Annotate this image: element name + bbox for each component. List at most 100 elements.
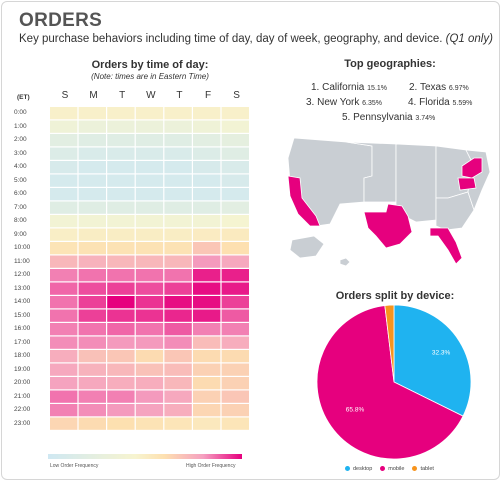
heatmap-hour-label: 20:00: [14, 379, 31, 386]
heatmap-cell: [221, 404, 249, 417]
page-subtitle: Key purchase behaviors including time of…: [19, 33, 493, 45]
heatmap-cell: [135, 323, 164, 336]
heatmap-cell: [78, 417, 106, 430]
heatmap-cell: [107, 363, 135, 376]
state-hawaii: [339, 257, 351, 267]
heatmap-cell: [78, 350, 106, 363]
heatmap-cell: [221, 282, 249, 295]
heatmap-cell: [164, 174, 192, 187]
heatmap-day-label: W: [146, 90, 156, 101]
heatmap-hour-label: 14:00: [14, 298, 31, 305]
heatmap-cell: [50, 120, 78, 133]
heatmap-cell: [221, 107, 249, 120]
heatmap-cell: [193, 242, 221, 255]
heatmap-cell: [50, 174, 78, 187]
heatmap-hour-label: 1:00: [14, 122, 27, 130]
heatmap-hour-label: 22:00: [14, 406, 31, 413]
heatmap-cell: [135, 269, 164, 282]
heatmap-cell: [135, 107, 164, 120]
heatmap-cell: [50, 404, 78, 417]
heatmap-cell: [221, 336, 249, 349]
heatmap-cell: [50, 350, 78, 363]
state-texas: [363, 203, 413, 249]
map-highlight: [287, 157, 483, 265]
legend-item-mobile: mobile: [380, 466, 404, 472]
heatmap-cell: [221, 390, 249, 403]
heatmap-cell: [107, 309, 135, 322]
heatmap-cell: [193, 296, 221, 309]
heatmap-cell: [221, 215, 249, 228]
heatmap-cell: [164, 296, 192, 309]
heatmap-cell: [135, 188, 164, 201]
legend-item-desktop: desktop: [345, 466, 372, 472]
heatmap-day-label: S: [233, 90, 240, 101]
heatmap-cell: [164, 336, 192, 349]
heatmap-cell: [50, 323, 78, 336]
pie-slice-tablet: [384, 304, 395, 383]
heatmap-cell: [50, 215, 78, 228]
heatmap-cell: [135, 377, 164, 390]
heatmap-cell: [78, 134, 106, 147]
heatmap-cell: [135, 363, 164, 376]
heatmap-cell: [78, 242, 106, 255]
heatmap-cell: [221, 242, 249, 255]
heatmap-cell: [164, 215, 192, 228]
heatmap-cell: [193, 147, 221, 160]
heatmap-hour-label: 17:00: [14, 338, 31, 346]
heatmap-cell: [78, 309, 106, 322]
heatmap-cell: [135, 147, 164, 160]
legend-item-tablet: tablet: [412, 466, 434, 472]
heatmap-cell: [135, 242, 164, 255]
heatmap-cell: [50, 377, 78, 390]
heatmap-cell: [78, 377, 106, 390]
pie-label-desktop: 32.3%: [432, 350, 451, 357]
heatmap-cell: [135, 215, 164, 228]
heatmap-cell: [135, 120, 164, 133]
heatmap-cell: [107, 174, 135, 187]
heatmap-cell: [193, 228, 221, 241]
state-south: [435, 191, 475, 231]
heatmap-cell: [193, 120, 221, 133]
heatmap-cell: [135, 404, 164, 417]
heatmap-cell: [164, 404, 192, 417]
heatmap-cell: [164, 255, 192, 268]
heatmap-cell: [193, 201, 221, 214]
heatmap-cell: [193, 282, 221, 295]
heatmap-cell: [107, 417, 135, 430]
heatmap-cell: [107, 188, 135, 201]
heatmap-cell: [193, 215, 221, 228]
heatmap-cell: [193, 134, 221, 147]
heatmap-cell: [78, 188, 106, 201]
heatmap-legend-bar: [48, 454, 242, 459]
heatmap-corner-label: (ET): [17, 94, 30, 101]
heatmap-cell: [135, 309, 164, 322]
heatmap-hour-label: 18:00: [14, 352, 31, 359]
page-title: ORDERS: [19, 10, 103, 31]
heatmap-cell: [164, 242, 192, 255]
heatmap-hour-label: 13:00: [14, 284, 31, 292]
geo-title: Top geographies:: [344, 58, 436, 70]
heatmap-cell: [50, 282, 78, 295]
heatmap-cell: [78, 363, 106, 376]
heatmap-cell: [135, 390, 164, 403]
heatmap-cell: [164, 201, 192, 214]
pie-label-mobile: 65.8%: [346, 407, 365, 414]
heatmap-hour-label: 19:00: [14, 365, 31, 373]
heatmap-cell: [193, 107, 221, 120]
heatmap-hour-label: 2:00: [14, 136, 27, 143]
heatmap-hour-label: 15:00: [14, 311, 31, 319]
heatmap-hour-label: 4:00: [14, 163, 27, 170]
state-pennsylvania: [457, 177, 477, 191]
heatmap-cell: [193, 350, 221, 363]
heatmap-cell: [135, 161, 164, 174]
heatmap-cell: [135, 350, 164, 363]
heatmap-cell: [193, 404, 221, 417]
heatmap-hour-label: 3:00: [14, 149, 27, 157]
heatmap-cell: [221, 147, 249, 160]
heatmap-cell: [78, 120, 106, 133]
heatmap-hour-label: 9:00: [14, 230, 27, 238]
heatmap-cell: [78, 228, 106, 241]
heatmap-cell: [50, 309, 78, 322]
heatmap-cell: [135, 201, 164, 214]
